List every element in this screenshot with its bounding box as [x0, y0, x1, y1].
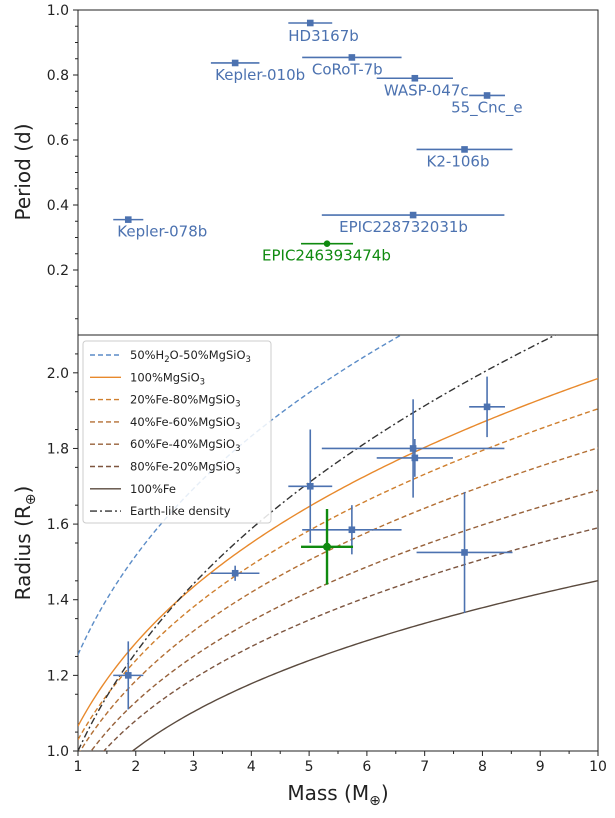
- bottom-axis-ticks: 1.0 1.2 1.4 1.6 1.8 2.0 1 2 3 4 5 6 7 8 9 10: [47, 353, 607, 775]
- model-curve: [78, 377, 598, 727]
- model-curve: [78, 408, 598, 740]
- axis-label-text: ): [11, 486, 35, 494]
- legend-label-subscript: 3: [235, 467, 240, 477]
- bottom-xtick-label: 7: [420, 759, 429, 775]
- legend-label-text: 40%Fe-60%MgSiO: [130, 415, 235, 429]
- top-ylabel: Period (d): [11, 123, 35, 220]
- bottom-xtick-label: 9: [536, 759, 545, 775]
- bottom-xtick-label: 10: [589, 759, 607, 775]
- legend-label-subscript: 2: [164, 355, 169, 365]
- top-panel-frame: [77, 9, 599, 336]
- planet-label: Kepler-010b: [215, 66, 305, 84]
- top-ytick-label: 1.0: [47, 3, 69, 19]
- top-point: [483, 92, 491, 99]
- bottom-ytick-label: 1.8: [47, 441, 69, 457]
- bottom-xtick-label: 2: [131, 759, 140, 775]
- bottom-point: [483, 403, 491, 411]
- legend-label: Earth-like density: [130, 504, 231, 518]
- top-panel-labels: HD3167b Kepler-010b CoRoT-7bWASP-047c55_Cn…: [117, 27, 522, 265]
- model-curve: [131, 579, 598, 751]
- planet-label: HD3167b: [288, 27, 359, 45]
- top-point: [411, 74, 419, 82]
- bottom-xtick-label: 1: [74, 759, 83, 775]
- top-ytick-label: 0.2: [47, 263, 69, 279]
- bottom-point: [124, 672, 132, 679]
- bottom-ytick-label: 1.4: [47, 593, 69, 609]
- legend-label-text: 50%H: [130, 348, 164, 362]
- legend-label-subscript: 3: [235, 444, 240, 454]
- bottom-xtick-label: 3: [189, 759, 198, 775]
- legend-label: 100%Fe: [130, 482, 176, 496]
- bottom-ytick-label: 2.0: [47, 366, 69, 382]
- planet-label: EPIC228732031b: [339, 218, 468, 236]
- bottom-point: [411, 454, 419, 462]
- top-ytick-label: 0.8: [47, 68, 69, 84]
- legend-label-text: O-50%MgSiO: [170, 348, 246, 362]
- top-panel-marks: [113, 19, 513, 247]
- axis-label-subscript: ⊕: [23, 493, 39, 505]
- legend-label: 60%Fe-40%MgSiO3: [130, 437, 241, 454]
- bottom-xtick-label: 6: [362, 759, 371, 775]
- planet-label: CoRoT-7b: [312, 60, 383, 78]
- bottom-point: [231, 569, 239, 577]
- model-curve: [90, 489, 598, 751]
- legend: 50%H2O-50%MgSiO3100%MgSiO320%Fe-80%MgSiO…: [82, 340, 272, 524]
- top-point: [348, 54, 356, 61]
- legend-label-text: 80%Fe-20%MgSiO: [130, 460, 235, 474]
- bottom-xtick-label: 4: [247, 759, 256, 775]
- legend-label: 20%Fe-80%MgSiO3: [130, 393, 241, 410]
- legend-label-subscript: 3: [246, 355, 251, 365]
- top-axis-ticks: 0.2 0.4 0.6 0.8 1.0: [47, 3, 78, 320]
- bottom-ytick-label: 1.6: [47, 517, 69, 533]
- bottom-xlabel: Mass (M⊕): [287, 781, 388, 809]
- axis-label-subscript: ⊕: [369, 793, 381, 809]
- legend-label-text: 100%MgSiO: [130, 370, 200, 384]
- bottom-point: [348, 526, 356, 534]
- legend-box: [82, 340, 272, 524]
- planet-label: K2-106b: [427, 152, 490, 170]
- axis-label-text: ): [381, 781, 389, 805]
- bottom-ytick-label: 1.2: [47, 668, 69, 684]
- legend-label: 50%H2O-50%MgSiO3: [130, 348, 251, 365]
- bottom-point: [461, 549, 468, 556]
- bottom-xtick-label: 5: [305, 759, 314, 775]
- axis-label-text: Mass (M: [287, 781, 369, 805]
- model-curve: [78, 335, 558, 751]
- top-point: [409, 211, 417, 219]
- legend-label-text: Earth-like density: [130, 504, 231, 518]
- top-point: [306, 19, 314, 27]
- top-point: [124, 216, 132, 223]
- top-point: [323, 240, 331, 247]
- planet-label: EPIC246393474b: [262, 247, 391, 265]
- bottom-xtick-label: 8: [478, 759, 487, 775]
- legend-label: 100%MgSiO3: [130, 370, 205, 387]
- legend-label-text: 20%Fe-80%MgSiO: [130, 393, 235, 407]
- bottom-ylabel: Radius (R⊕): [11, 486, 39, 601]
- top-point: [461, 146, 468, 153]
- legend-label-text: 60%Fe-40%MgSiO: [130, 437, 235, 451]
- legend-label-subscript: 3: [235, 400, 240, 410]
- planet-label: 55_Cnc_e: [451, 98, 523, 117]
- legend-label: 40%Fe-60%MgSiO3: [130, 415, 241, 432]
- legend-label: 80%Fe-20%MgSiO3: [130, 460, 241, 477]
- bottom-ytick-label: 1.0: [47, 744, 69, 760]
- top-ytick-label: 0.6: [47, 133, 69, 149]
- model-curve: [102, 527, 598, 751]
- legend-label-text: 100%Fe: [130, 482, 176, 496]
- planet-label: WASP-047c: [384, 81, 469, 99]
- bottom-point: [323, 542, 332, 551]
- top-ytick-label: 0.4: [47, 198, 69, 214]
- legend-label-subscript: 3: [200, 377, 205, 387]
- bottom-point: [306, 482, 314, 490]
- legend-label-subscript: 3: [235, 422, 240, 432]
- planet-label: Kepler-078b: [117, 223, 207, 241]
- axis-label-text: Radius (R: [11, 505, 35, 600]
- top-point: [231, 59, 239, 67]
- bottom-panel-marks: [113, 376, 513, 710]
- bottom-point: [409, 445, 417, 452]
